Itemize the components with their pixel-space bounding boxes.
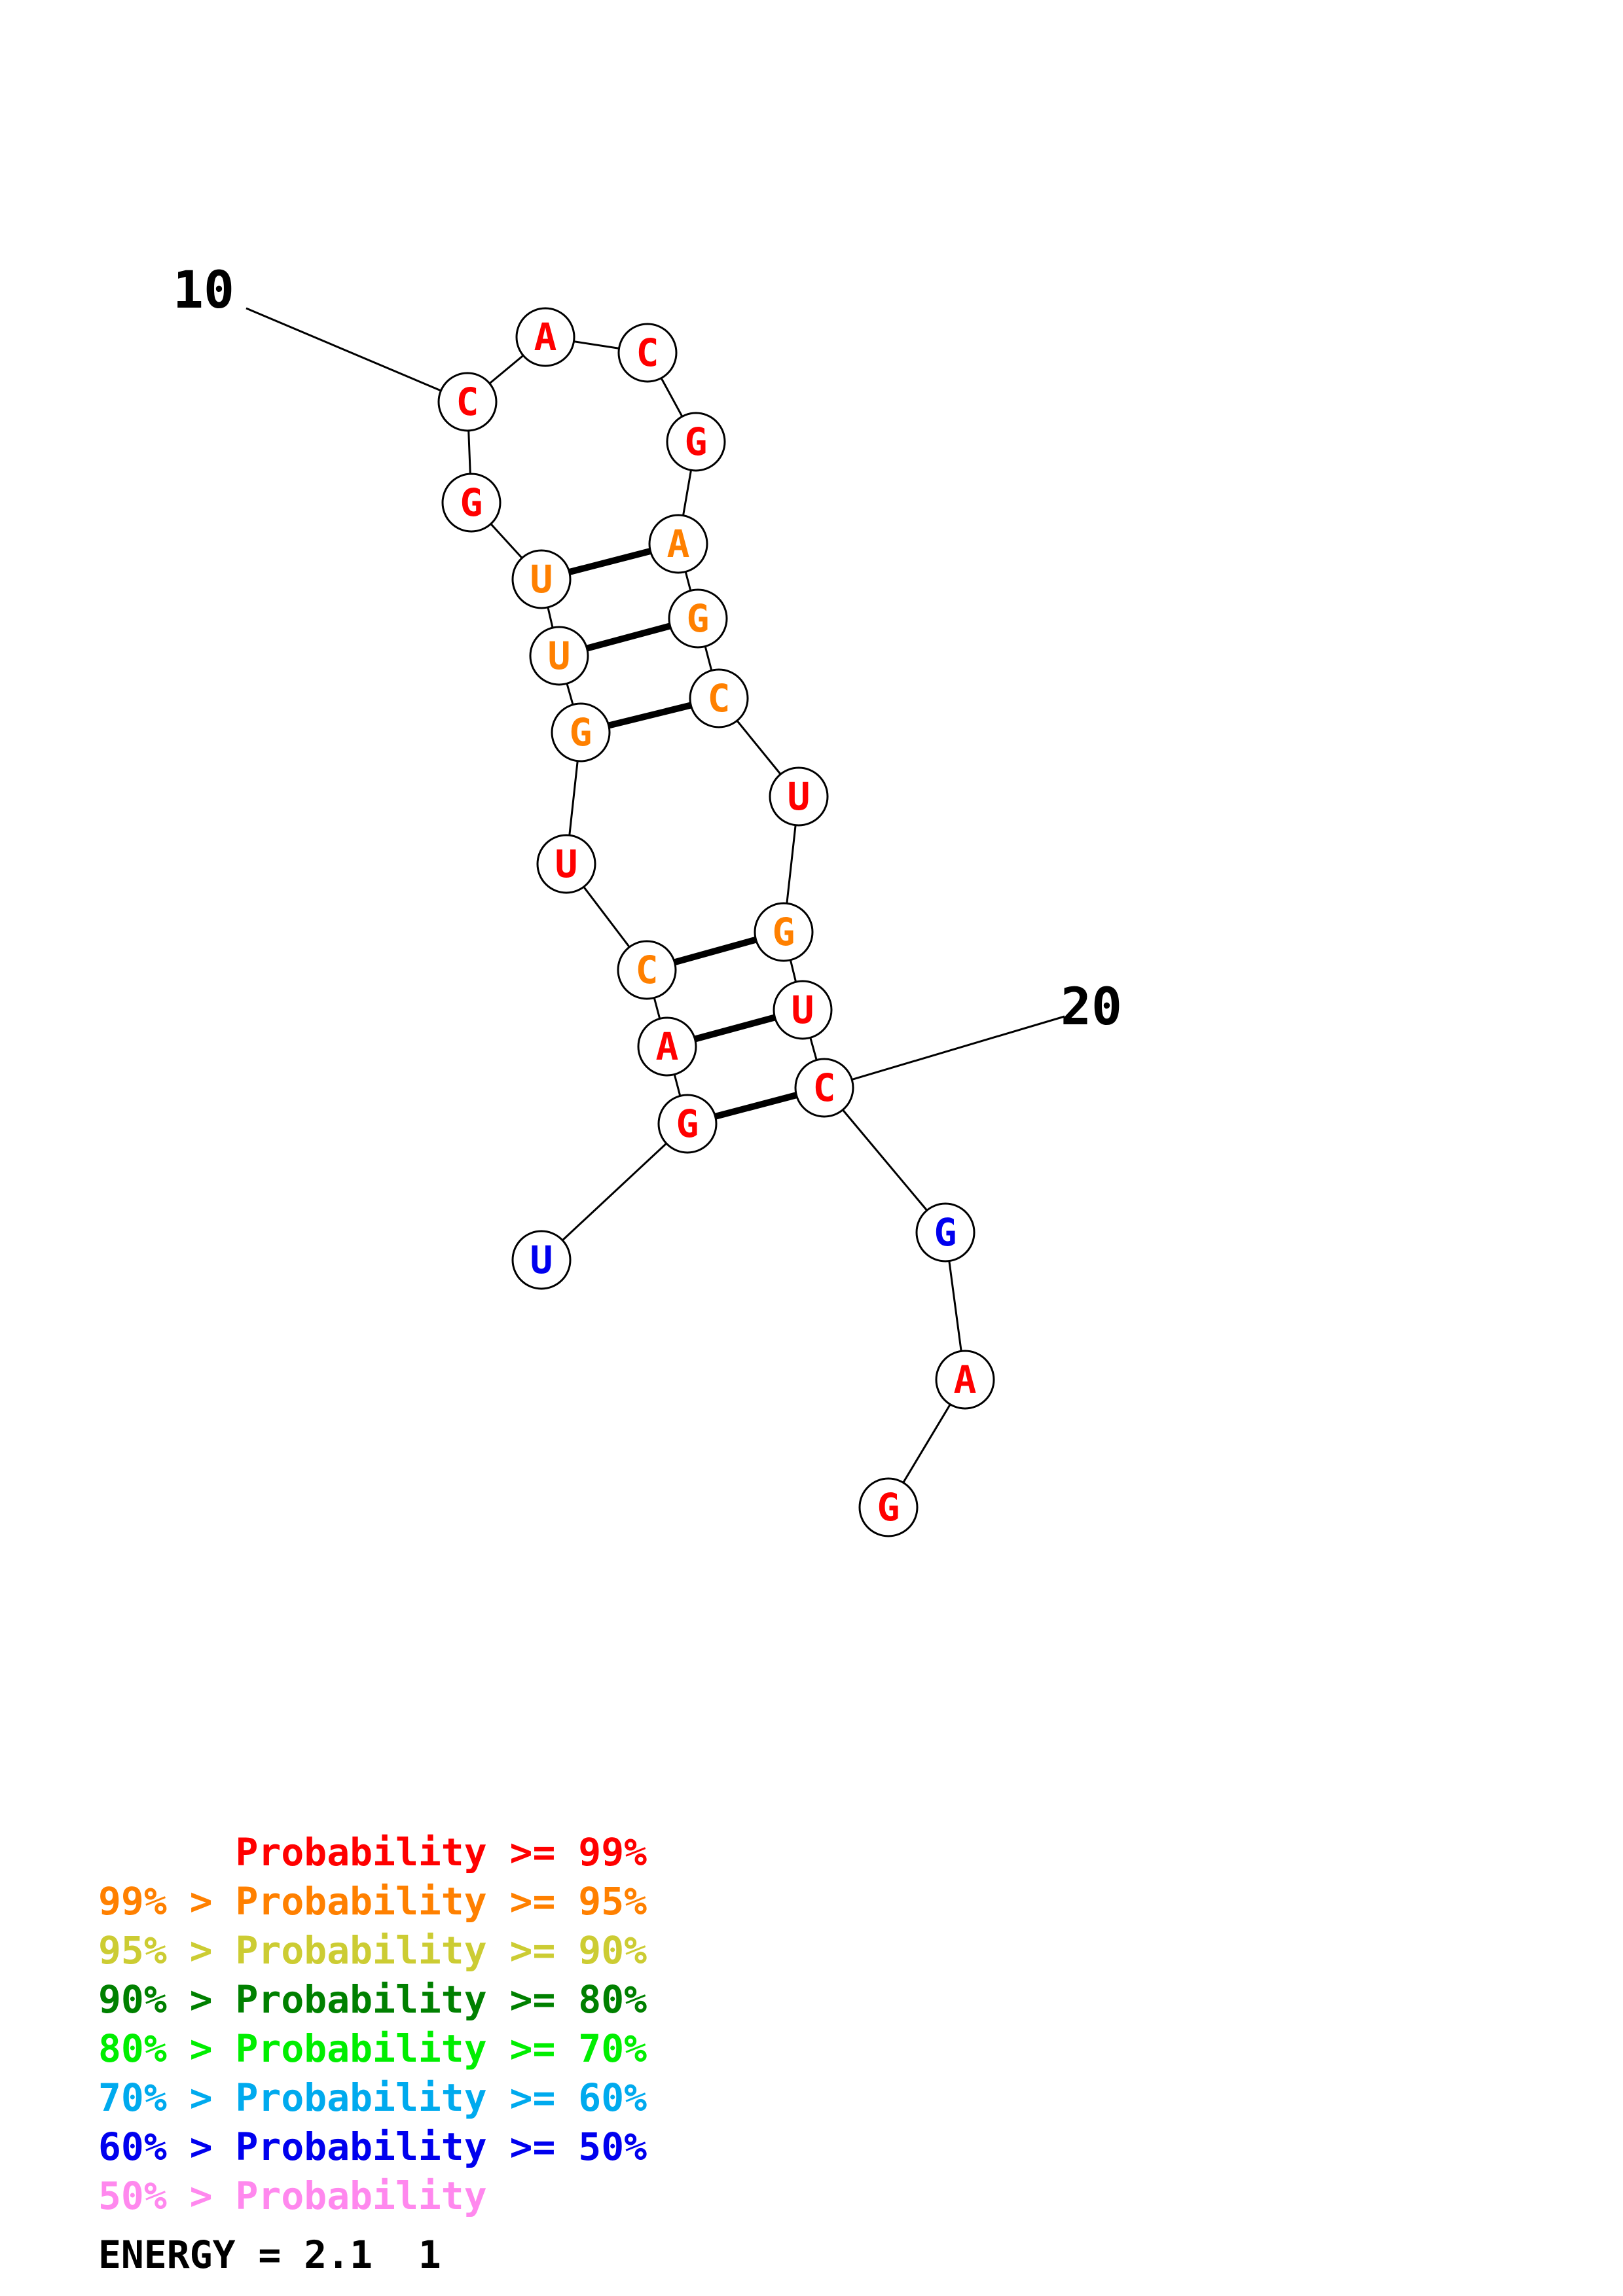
- nucleotide-circle: [617, 323, 678, 383]
- legend-entry: Probability >= 99%: [98, 1830, 647, 1874]
- nucleotide-letter: G: [570, 710, 593, 755]
- nucleotide-circle: [536, 834, 596, 894]
- nucleotide: A: [648, 514, 708, 574]
- nucleotide: C: [437, 372, 498, 432]
- nucleotide-circle: [769, 766, 829, 827]
- nucleotide-circle: [935, 1350, 995, 1410]
- nucleotide-circle: [689, 668, 749, 728]
- nucleotide-circle: [437, 372, 498, 432]
- nucleotide: U: [511, 1230, 572, 1290]
- nucleotide-letter: U: [788, 774, 811, 819]
- position-label: 10: [173, 261, 234, 320]
- nucleotide-letter: U: [530, 1238, 553, 1282]
- nucleotide-letter: G: [687, 596, 710, 641]
- nucleotide-circle: [794, 1058, 854, 1118]
- nucleotide-circle: [858, 1477, 919, 1537]
- nucleotide: U: [529, 626, 589, 686]
- nucleotide: C: [794, 1058, 854, 1118]
- nucleotide: U: [769, 766, 829, 827]
- nucleotide: U: [536, 834, 596, 894]
- nucleotide-circle: [617, 940, 677, 1000]
- nucleotide: G: [668, 588, 728, 649]
- nucleotide-circle: [657, 1094, 718, 1154]
- nucleotide: C: [617, 940, 677, 1000]
- nucleotide-letter: A: [667, 522, 690, 566]
- nucleotide-letter: G: [676, 1102, 699, 1146]
- legend-entry: 95% > Probability >= 90%: [98, 1928, 647, 1973]
- position-label: 20: [1061, 978, 1122, 1037]
- nucleotide-circle: [511, 549, 572, 609]
- backbone-lines: [466, 336, 966, 1508]
- nucleotide-letter: U: [548, 634, 571, 678]
- nucleotide-circle: [754, 902, 814, 962]
- legend-entry: 70% > Probability >= 60%: [98, 2075, 647, 2120]
- nucleotide-letter: G: [460, 480, 483, 525]
- probability-legend: Probability >= 99% 99% > Probability >= 9…: [98, 1830, 647, 2218]
- legend-entry: 99% > Probability >= 95%: [98, 1879, 647, 1924]
- nucleotide: C: [617, 323, 678, 383]
- nucleotide-circle: [529, 626, 589, 686]
- nucleotide: A: [637, 1016, 697, 1077]
- position-labels: 10 20: [173, 261, 1122, 1089]
- nucleotide-circle: [511, 1230, 572, 1290]
- nucleotide: G: [441, 473, 501, 533]
- nucleotide-letter: C: [708, 676, 731, 721]
- nucleotide-circle: [648, 514, 708, 574]
- nucleotide-letter: U: [555, 842, 578, 886]
- nucleotide-circle: [668, 588, 728, 649]
- nucleotide: G: [754, 902, 814, 962]
- position-label-tick: [824, 1015, 1065, 1089]
- nucleotide-circle: [773, 980, 833, 1040]
- nucleotide-letter: U: [792, 988, 814, 1032]
- nucleotide: A: [935, 1350, 995, 1410]
- legend-entry: 60% > Probability >= 50%: [98, 2125, 647, 2169]
- nucleotide-letter: A: [534, 315, 557, 359]
- nucleotide-circle: [666, 412, 726, 472]
- nucleotide-letter: C: [636, 331, 659, 375]
- nucleotide: G: [657, 1094, 718, 1154]
- nucleotide-letter: C: [813, 1066, 836, 1110]
- nucleotide-letter: G: [877, 1485, 900, 1530]
- nucleotide-circle: [441, 473, 501, 533]
- energy-label: ENERGY = 2.1 1: [98, 2233, 441, 2277]
- nucleotide-letter: A: [954, 1357, 977, 1402]
- backbone-segment: [823, 1087, 947, 1233]
- nucleotide-letter: G: [685, 420, 708, 464]
- nucleotide-circle: [551, 702, 611, 762]
- nucleotide: U: [511, 549, 572, 609]
- nucleotide-letter: U: [530, 557, 553, 601]
- nucleotide: G: [915, 1202, 976, 1263]
- backbone-segment: [540, 1122, 689, 1261]
- legend-entry: 90% > Probability >= 80%: [98, 1977, 647, 2022]
- position-label-tick: [246, 307, 468, 403]
- nucleotide: C: [689, 668, 749, 728]
- nucleotide-circle: [915, 1202, 976, 1263]
- nucleotide: U: [773, 980, 833, 1040]
- nucleotide-circle: [515, 307, 575, 367]
- nucleotide-letter: C: [456, 380, 479, 424]
- nucleotide: A: [515, 307, 575, 367]
- nucleotide-circle: [637, 1016, 697, 1077]
- nucleotide-letter: G: [773, 910, 795, 954]
- legend-entry: 50% > Probability: [98, 2174, 487, 2218]
- nucleotide: G: [666, 412, 726, 472]
- nucleotide-letter: C: [636, 948, 659, 992]
- nucleotide-letter: A: [656, 1024, 679, 1069]
- nucleotide: G: [551, 702, 611, 762]
- nucleotide: G: [858, 1477, 919, 1537]
- legend-entry: 80% > Probability >= 70%: [98, 2026, 647, 2071]
- nucleotide-letter: G: [934, 1210, 957, 1255]
